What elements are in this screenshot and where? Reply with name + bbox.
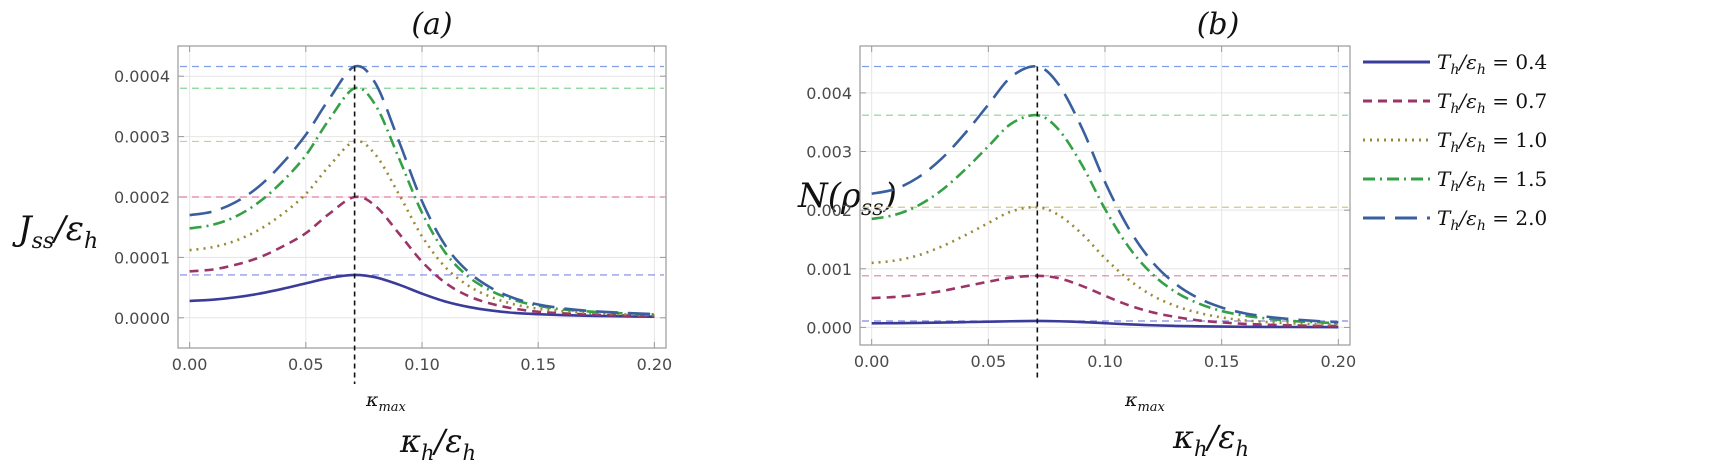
x-tick-label: 0.20 bbox=[1321, 352, 1357, 371]
x-tick-label: 0.05 bbox=[288, 355, 324, 374]
series-line-T1-5 bbox=[871, 113, 1339, 325]
legend-label: Th/εh = 0.4 bbox=[1437, 50, 1547, 78]
x-tick-label: 0.00 bbox=[172, 355, 208, 374]
x-tick-label: 0.05 bbox=[971, 352, 1007, 371]
x-tick-label: 0.20 bbox=[637, 355, 673, 374]
panel-a-xlabel: κh/εh bbox=[399, 422, 476, 465]
panel-b-kmax-label: κmax bbox=[1124, 389, 1166, 415]
x-tick-label: 0.15 bbox=[1204, 352, 1240, 371]
panel-b-plot: 0.00 0.05 0.10 0.15 0.20 0.000 0.001 0.002 0.003… bbox=[806, 45, 1357, 381]
panel-a-ylabel: Jss/εh bbox=[12, 209, 98, 254]
series-line-T0-4 bbox=[189, 273, 655, 319]
legend-label: Th/εh = 2.0 bbox=[1437, 206, 1547, 234]
series-line-T2-0 bbox=[189, 64, 655, 316]
legend-label: Th/εh = 0.7 bbox=[1437, 89, 1547, 117]
y-tick-label: 0.004 bbox=[806, 84, 852, 103]
x-tick-label: 0.10 bbox=[404, 355, 440, 374]
series-line-T0-4 bbox=[871, 319, 1339, 329]
panel-a-plot: 0.00 0.05 0.10 0.15 0.20 0.0000 0.0001 0.0002 0.… bbox=[114, 45, 673, 384]
series-line-T0-7 bbox=[189, 195, 655, 318]
x-tick-label: 0.15 bbox=[520, 355, 556, 374]
y-tick-label: 0.001 bbox=[806, 260, 852, 279]
panel-b-title: (b) bbox=[1197, 7, 1240, 42]
y-tick-label: 0.0003 bbox=[114, 128, 170, 147]
y-tick-label: 0.0000 bbox=[114, 309, 170, 328]
series-line-T1-5 bbox=[189, 86, 655, 316]
panel-a-kmax-label: κmax bbox=[365, 389, 407, 415]
series-line-T2-0 bbox=[871, 65, 1339, 324]
y-tick-label: 0.0002 bbox=[114, 188, 170, 207]
y-tick-label: 0.0004 bbox=[114, 67, 170, 86]
y-tick-label: 0.003 bbox=[806, 143, 852, 162]
panel-a-title: (a) bbox=[411, 7, 452, 42]
x-tick-label: 0.00 bbox=[854, 352, 890, 371]
legend: Th/εh = 0.4 Th/εh = 0.7 Th/εh = 1.0 Th/εh =… bbox=[1363, 50, 1547, 234]
legend-label: Th/εh = 1.0 bbox=[1437, 128, 1547, 156]
y-tick-label: 0.0001 bbox=[114, 248, 170, 267]
x-tick-label: 0.10 bbox=[1087, 352, 1123, 371]
series-line-T0-7 bbox=[871, 274, 1339, 328]
panel-b-ylabel: N(ρss) bbox=[797, 176, 897, 221]
y-tick-label: 0.002 bbox=[806, 201, 852, 220]
panel-b-xlabel: κh/εh bbox=[1172, 418, 1249, 461]
legend-label: Th/εh = 1.5 bbox=[1437, 167, 1547, 195]
y-tick-label: 0.000 bbox=[806, 318, 852, 337]
